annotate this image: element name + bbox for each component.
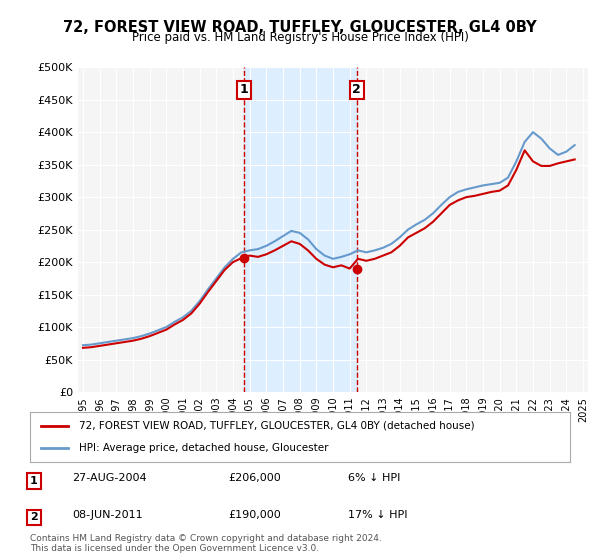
Text: 27-AUG-2004: 27-AUG-2004 (72, 473, 146, 483)
Text: 1: 1 (239, 83, 248, 96)
Text: 72, FOREST VIEW ROAD, TUFFLEY, GLOUCESTER, GL4 0BY: 72, FOREST VIEW ROAD, TUFFLEY, GLOUCESTE… (63, 20, 537, 35)
Text: 17% ↓ HPI: 17% ↓ HPI (348, 510, 407, 520)
Text: 72, FOREST VIEW ROAD, TUFFLEY, GLOUCESTER, GL4 0BY (detached house): 72, FOREST VIEW ROAD, TUFFLEY, GLOUCESTE… (79, 421, 474, 431)
Text: £206,000: £206,000 (228, 473, 281, 483)
Text: £190,000: £190,000 (228, 510, 281, 520)
Text: 2: 2 (30, 512, 38, 522)
Text: 2: 2 (352, 83, 361, 96)
Text: Price paid vs. HM Land Registry's House Price Index (HPI): Price paid vs. HM Land Registry's House … (131, 31, 469, 44)
Text: 6% ↓ HPI: 6% ↓ HPI (348, 473, 400, 483)
Text: HPI: Average price, detached house, Gloucester: HPI: Average price, detached house, Glou… (79, 443, 328, 453)
Text: Contains HM Land Registry data © Crown copyright and database right 2024.
This d: Contains HM Land Registry data © Crown c… (30, 534, 382, 553)
Text: 08-JUN-2011: 08-JUN-2011 (72, 510, 143, 520)
Bar (244, 67, 357, 392)
Text: 1: 1 (30, 476, 38, 486)
